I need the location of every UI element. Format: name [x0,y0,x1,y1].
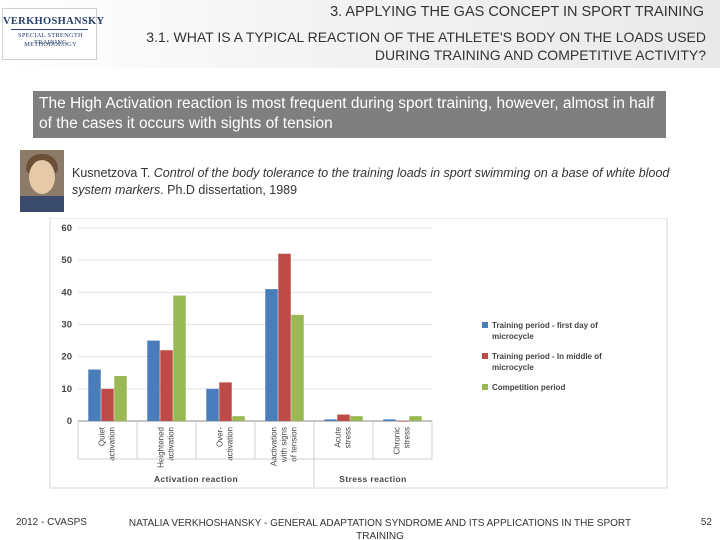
footer-author-title: NATALIA VERKHOSHANSKY - GENERAL ADAPTATI… [128,518,632,540]
verkhoshansky-logo: VERKHOSHANSKY SPECIAL STRENGTH TRAINING … [2,8,105,60]
x-tick-label: Aactivationwith signsof tension [270,427,299,466]
bar [409,416,422,421]
citation: Kusnetzova T. Control of the body tolera… [72,165,672,199]
footer-org: 2012 - CVASPS [16,517,87,528]
logo-rule [11,29,88,30]
x-tick-label: Chronicstress [393,427,412,455]
bar [101,388,114,421]
slide-header: VERKHOSHANSKY SPECIAL STRENGTH TRAINING … [0,0,720,68]
x-tick-label: Acutestress [334,426,353,448]
legend-swatch [482,384,488,390]
bar [383,419,396,421]
bar [291,314,304,421]
citation-details: . Ph.D dissertation, 1989 [160,183,298,197]
bar [337,414,350,421]
citation-author: Kusnetzova T. [72,166,154,180]
bar [114,375,127,421]
logo-subtitle-2: METHODOLOGY [24,41,77,48]
bar [278,253,291,421]
group-label: Activation reaction [154,474,238,484]
section-title: 3. APPLYING THE GAS CONCEPT IN SPORT TRA… [330,4,704,20]
subsection-title: 3.1. WHAT IS A TYPICAL REACTION OF THE A… [146,29,706,63]
bar [88,369,101,421]
y-tick-label: 20 [61,352,72,363]
bar [219,382,232,421]
citation-title: Control of the body tolerance to the tra… [72,166,670,197]
y-tick-label: 30 [61,320,72,331]
x-tick-label: Heightenedactivation [157,427,176,468]
logo-subtitle-1: SPECIAL STRENGTH TRAINING [18,32,83,46]
group-label: Stress reaction [339,474,406,484]
bar [324,419,337,421]
bar [173,295,186,421]
legend-swatch [482,353,488,359]
bar [232,416,245,421]
bar [160,350,173,421]
y-tick-label: 40 [61,287,72,298]
legend-label: Competition period [492,383,565,392]
x-tick-label: Quietactivation [98,426,117,461]
bar [147,340,160,421]
logo-title: VERKHOSHANSKY [3,16,105,27]
page-number: 52 [700,517,712,528]
y-tick-label: 0 [67,416,72,427]
y-tick-label: 50 [61,255,72,266]
bar [265,289,278,421]
legend-label: Training period - In middle of microcycle [492,352,602,372]
bar [206,388,219,421]
y-tick-label: 10 [61,384,72,395]
y-tick-label: 60 [61,223,72,234]
legend-swatch [482,322,488,328]
bar [350,416,363,421]
key-finding-banner: The High Activation reaction is most fre… [33,91,666,138]
reaction-frequency-chart: 0 10 20 30 40 50 60 Quietactivation Heightenedac… [49,218,668,489]
legend-label: Training period - first day of microcycle [492,321,598,341]
bar [396,421,409,422]
x-tick-label: Over-activation [216,427,235,461]
author-photo [20,150,64,212]
